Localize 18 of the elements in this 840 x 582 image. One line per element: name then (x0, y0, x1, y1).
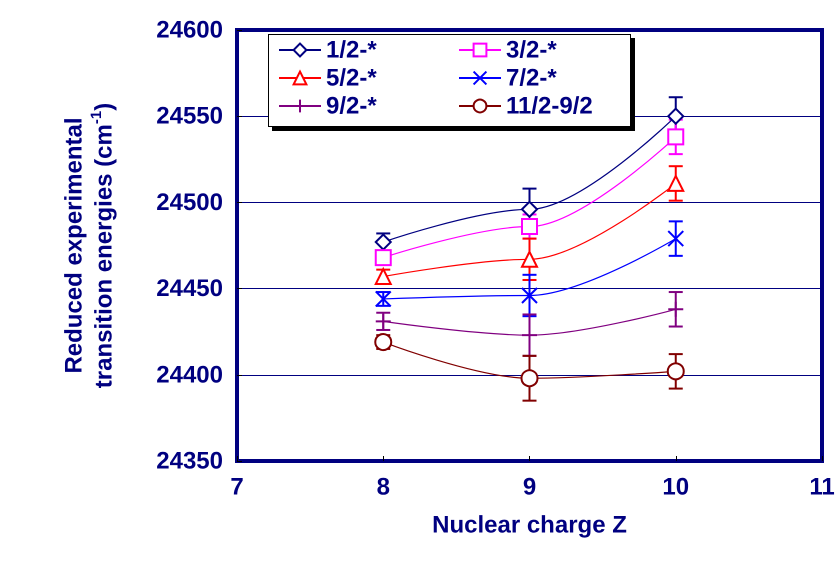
x-tick-label: 8 (376, 474, 390, 500)
legend-label: 3/2-* (506, 36, 558, 64)
legend-label: 5/2-* (326, 64, 378, 92)
y-tick-label: 24550 (156, 102, 223, 130)
legend-label: 1/2-* (326, 36, 378, 64)
x-tick-label: 9 (522, 474, 536, 500)
y-tick-label: 24450 (156, 275, 223, 302)
x-tick-label: 11 (809, 474, 835, 500)
x-tick-label: 10 (662, 474, 690, 500)
y-tick-label: 24350 (156, 448, 223, 474)
legend-label: 9/2-* (326, 92, 378, 120)
y-tick-label: 24500 (156, 188, 223, 216)
x-axis-title: Nuclear charge Z (432, 512, 627, 538)
y-tick-label: 24400 (156, 361, 223, 388)
legend-label: 11/2-9/2 (506, 92, 593, 120)
x-tick-label: 7 (230, 474, 244, 500)
y-tick-label: 24600 (156, 16, 223, 44)
legend-label: 7/2-* (506, 64, 558, 92)
